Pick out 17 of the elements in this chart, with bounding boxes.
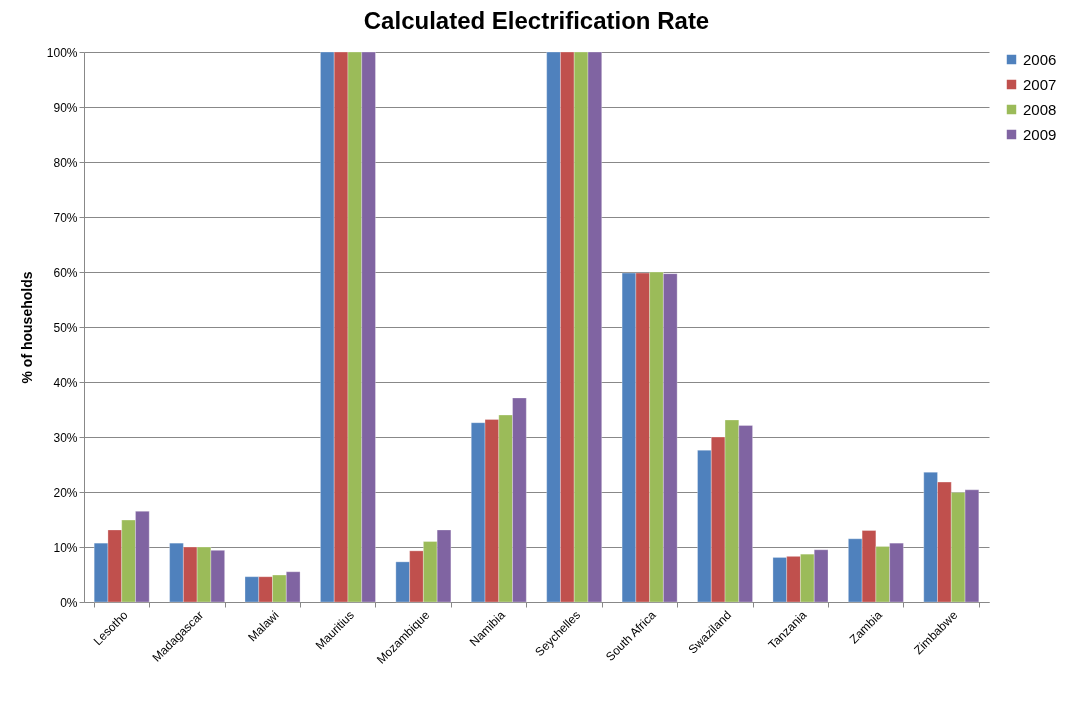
y-tick-label: 50% (53, 320, 78, 335)
legend-label: 2007 (1023, 75, 1057, 93)
legend-label: 2006 (1023, 50, 1057, 68)
y-tick-label: 80% (53, 155, 78, 170)
y-axis-title: % of households (18, 271, 35, 384)
y-tick-label: 10% (53, 540, 78, 555)
y-tick-label: 70% (53, 210, 78, 225)
y-tick-label: 100% (46, 45, 78, 60)
y-tick-label: 30% (53, 430, 78, 445)
legend-label: 2009 (1023, 125, 1057, 143)
y-tick-label: 0% (60, 595, 78, 610)
legend-label: 2008 (1023, 100, 1057, 118)
y-tick-label: 40% (53, 375, 78, 390)
y-tick-label: 20% (53, 485, 78, 500)
chart-title: Calculated Electrification Rate (363, 7, 710, 34)
y-tick-label: 90% (53, 100, 78, 115)
y-tick-label: 60% (53, 265, 78, 280)
